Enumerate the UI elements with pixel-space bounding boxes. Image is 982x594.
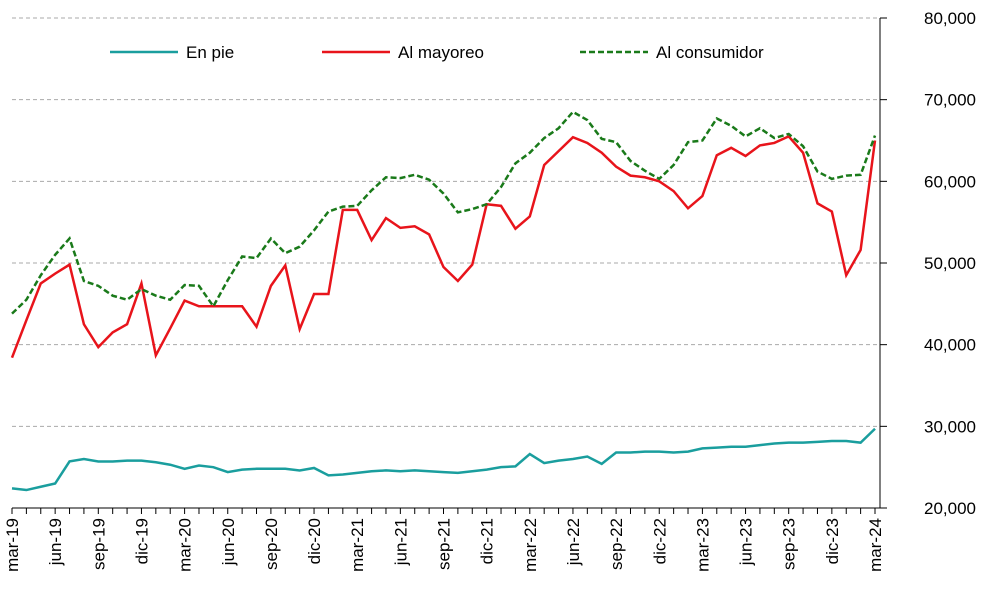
x-tick-label: sep-22: [607, 518, 626, 570]
x-tick-label: jun-19: [46, 518, 65, 566]
x-tick-label: jun-22: [564, 518, 583, 566]
y-tick-label: 50,000: [924, 254, 976, 273]
line-series: [11, 427, 876, 492]
x-tick-label: dic-23: [823, 518, 842, 564]
x-tick-label: dic-19: [132, 518, 151, 564]
legend-label: Al consumidor: [656, 43, 764, 62]
legend-label: En pie: [186, 43, 234, 62]
x-tick-label: dic-20: [305, 518, 324, 564]
x-tick-label: mar-20: [176, 518, 195, 572]
x-tick-label: sep-21: [435, 518, 454, 570]
y-tick-label: 80,000: [924, 9, 976, 28]
x-tick-label: mar-24: [866, 518, 885, 572]
x-tick-label: mar-22: [521, 518, 540, 572]
x-tick-label: dic-22: [650, 518, 669, 564]
y-tick-label: 40,000: [924, 336, 976, 355]
legend-label: Al mayoreo: [398, 43, 484, 62]
x-tick-label: sep-19: [89, 518, 108, 570]
x-tick-label: jun-20: [219, 518, 238, 566]
y-tick-label: 20,000: [924, 499, 976, 518]
y-tick-label: 70,000: [924, 91, 976, 110]
x-tick-label: sep-20: [262, 518, 281, 570]
x-tick-label: jun-21: [391, 518, 410, 566]
x-tick-label: mar-21: [348, 518, 367, 572]
line-series: [10, 134, 877, 359]
line-series: [11, 110, 877, 315]
x-tick-label: sep-23: [780, 518, 799, 570]
x-tick-label: mar-23: [693, 518, 712, 572]
y-tick-label: 60,000: [924, 172, 976, 191]
y-tick-label: 30,000: [924, 417, 976, 436]
x-tick-label: jun-23: [737, 518, 756, 566]
x-tick-label: dic-21: [478, 518, 497, 564]
x-tick-label: mar-19: [3, 518, 22, 572]
